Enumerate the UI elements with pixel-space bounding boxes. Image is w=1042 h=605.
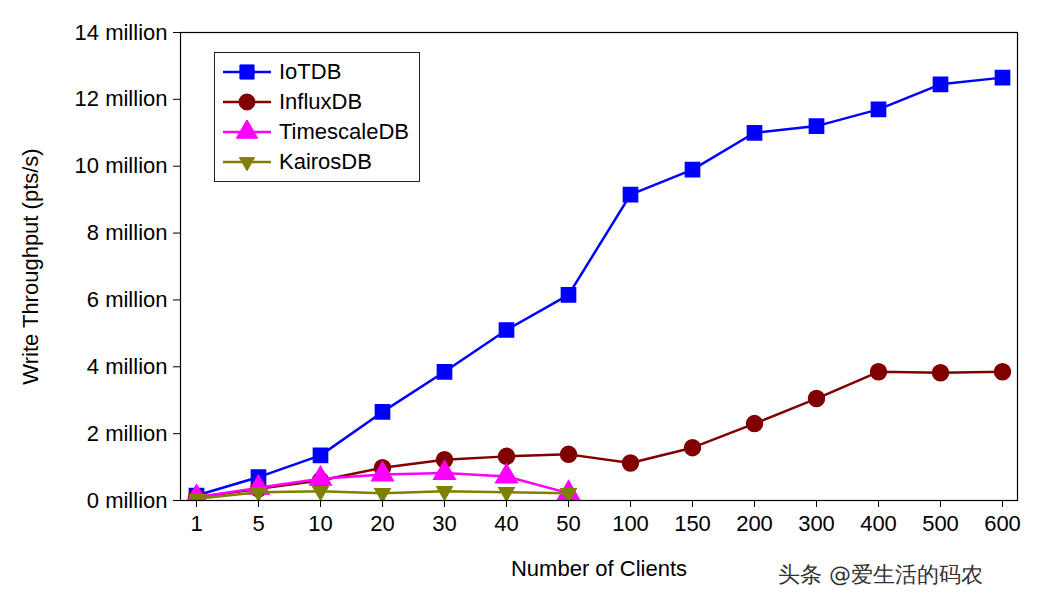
html-text:IoTDB: IoTDB	[279, 59, 342, 84]
svg-text:200: 200	[736, 511, 773, 536]
svg-text:8 million: 8 million	[87, 220, 168, 245]
svg-text:30: 30	[432, 511, 456, 536]
svg-text:Number of Clients: Number of Clients	[511, 556, 687, 581]
svg-text:150: 150	[674, 511, 711, 536]
svg-text:12 million: 12 million	[75, 86, 168, 111]
svg-text:20: 20	[370, 511, 394, 536]
html-text:InfluxDB: InfluxDB	[279, 89, 363, 114]
svg-text:300: 300	[798, 511, 835, 536]
svg-text:400: 400	[860, 511, 897, 536]
svg-text:14 million: 14 million	[75, 20, 168, 45]
html-text:TimescaleDB: TimescaleDB	[279, 119, 409, 144]
svg-text:Write Throughput (pts/s): Write Throughput (pts/s)	[18, 148, 43, 384]
svg-text:10: 10	[308, 511, 332, 536]
svg-text:2 million: 2 million	[87, 421, 168, 446]
svg-text:10 million: 10 million	[75, 153, 168, 178]
html-text:KairosDB: KairosDB	[279, 149, 372, 174]
html-text:头条 @爱生活的码农: 头条 @爱生活的码农	[778, 562, 983, 587]
svg-text:40: 40	[494, 511, 518, 536]
svg-text:600: 600	[984, 511, 1021, 536]
svg-text:50: 50	[556, 511, 580, 536]
svg-text:1: 1	[190, 511, 202, 536]
svg-text:4 million: 4 million	[87, 354, 168, 379]
svg-text:6 million: 6 million	[87, 287, 168, 312]
svg-text:0 million: 0 million	[87, 488, 168, 513]
svg-text:100: 100	[612, 511, 649, 536]
svg-text:500: 500	[922, 511, 959, 536]
svg-text:5: 5	[252, 511, 264, 536]
